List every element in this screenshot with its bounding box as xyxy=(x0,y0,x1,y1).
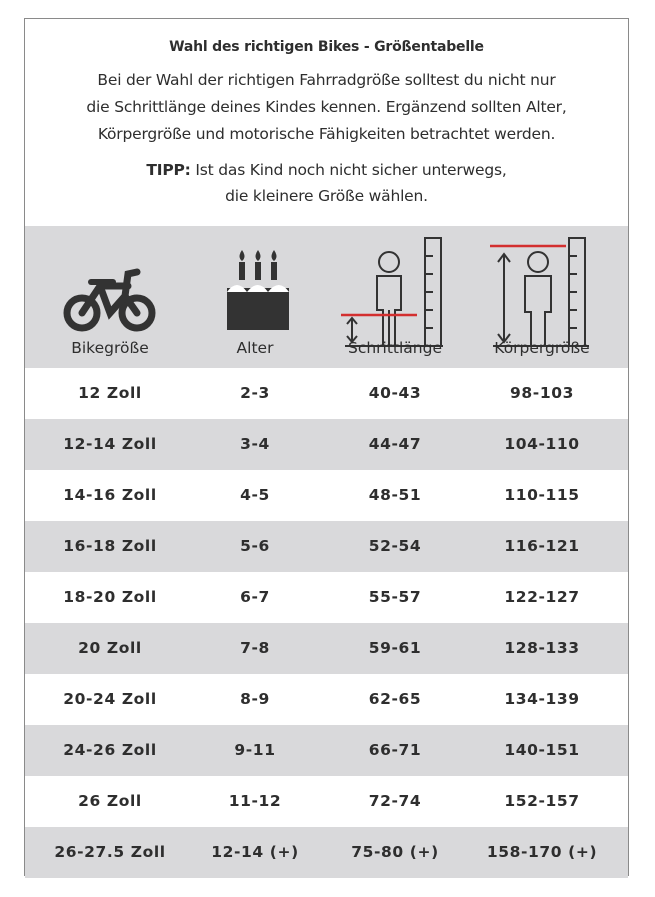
tip-label: TIPP: xyxy=(146,161,191,179)
table-cell: 110-115 xyxy=(504,486,580,504)
table-cell: 3-4 xyxy=(240,435,270,453)
table-row: 12-14 Zoll 3-4 44-47 104-110 xyxy=(25,419,628,470)
table-cell: 26 Zoll xyxy=(78,792,142,810)
table-cell: 104-110 xyxy=(504,435,580,453)
table-cell: 152-157 xyxy=(504,792,580,810)
tip-line: TIPP: Ist das Kind noch nicht sicher unt… xyxy=(25,161,628,179)
table-cell: 40-43 xyxy=(368,384,422,402)
table-cell: 122-127 xyxy=(504,588,580,606)
table-cell: 140-151 xyxy=(504,741,580,759)
column-header: Körpergröße xyxy=(494,339,590,357)
table-cell: 14-16 Zoll xyxy=(63,486,157,504)
table-cell: 59-61 xyxy=(368,639,422,657)
table-cell: 98-103 xyxy=(510,384,574,402)
table-cell: 8-9 xyxy=(240,690,270,708)
table-cell: 48-51 xyxy=(368,486,422,504)
table-cell: 24-26 Zoll xyxy=(63,741,157,759)
table-cell: 52-54 xyxy=(368,537,422,555)
cake-icon xyxy=(227,250,289,330)
table-cell: 9-11 xyxy=(234,741,276,759)
intro-line: Bei der Wahl der richtigen Fahrradgröße … xyxy=(97,71,556,89)
table-row: 20 Zoll 7-8 59-61 128-133 xyxy=(25,623,628,674)
tip-text: Ist das Kind noch nicht sicher unterwegs… xyxy=(195,161,507,179)
table-row: 18-20 Zoll 6-7 55-57 122-127 xyxy=(25,572,628,623)
table-cell: 6-7 xyxy=(240,588,270,606)
height-icon xyxy=(490,237,589,347)
table-cell: 4-5 xyxy=(240,486,270,504)
table-row: 16-18 Zoll 5-6 52-54 116-121 xyxy=(25,521,628,572)
table-cell: 20-24 Zoll xyxy=(63,690,157,708)
column-header: Schrittlänge xyxy=(347,339,443,357)
intro-line: Körpergröße und motorische Fähigkeiten b… xyxy=(97,125,556,143)
table-cell: 128-133 xyxy=(504,639,580,657)
table-row: 26 Zoll 11-12 72-74 152-157 xyxy=(25,776,628,827)
icons xyxy=(63,237,589,347)
table-cell: 12 Zoll xyxy=(78,384,142,402)
table-cell: 2-3 xyxy=(240,384,270,402)
table-cell: 5-6 xyxy=(240,537,270,555)
table-row: 12 Zoll 2-3 40-43 98-103 xyxy=(25,368,628,419)
column-header: Alter xyxy=(236,339,274,357)
table-cell: 26-27.5 Zoll xyxy=(54,843,166,861)
table-cell: 18-20 Zoll xyxy=(63,588,157,606)
column-header: Bikegröße xyxy=(71,339,149,357)
table-cell: 116-121 xyxy=(504,537,580,555)
table-cell: 55-57 xyxy=(368,588,422,606)
table-cell: 12-14 (+) xyxy=(211,843,299,861)
table-cell: 12-14 Zoll xyxy=(63,435,157,453)
table-cell: 158-170 (+) xyxy=(486,843,598,861)
table-cell: 72-74 xyxy=(368,792,422,810)
table-cell: 7-8 xyxy=(240,639,270,657)
table-cell: 20 Zoll xyxy=(78,639,142,657)
table-row: 26-27.5 Zoll 12-14 (+) 75-80 (+) 158-170 (+… xyxy=(25,827,628,878)
size-table: Wahl des richtigen Bikes - Größentabelle… xyxy=(24,18,629,878)
table-cell: 134-139 xyxy=(504,690,580,708)
table-cell: 66-71 xyxy=(368,741,422,759)
table-cell: 16-18 Zoll xyxy=(63,537,157,555)
table-row: 24-26 Zoll 9-11 66-71 140-151 xyxy=(25,725,628,776)
bike-icon xyxy=(63,268,156,332)
intro-line: die Schrittlänge deines Kindes kennen. E… xyxy=(86,98,567,116)
table-cell: 11-12 xyxy=(228,792,282,810)
table-cell: 75-80 (+) xyxy=(351,843,439,861)
inseam-icon xyxy=(341,237,443,347)
table-row: 14-16 Zoll 4-5 48-51 110-115 xyxy=(25,470,628,521)
header-row: Bikegröße Alter Schrittlänge Körpergröße xyxy=(25,226,628,368)
table-cell: 44-47 xyxy=(368,435,422,453)
table-row: 20-24 Zoll 8-9 62-65 134-139 xyxy=(25,674,628,725)
tip-line: die kleinere Größe wählen. xyxy=(225,187,428,205)
table-cell: 62-65 xyxy=(368,690,422,708)
title: Wahl des richtigen Bikes - Größentabelle xyxy=(169,39,484,55)
